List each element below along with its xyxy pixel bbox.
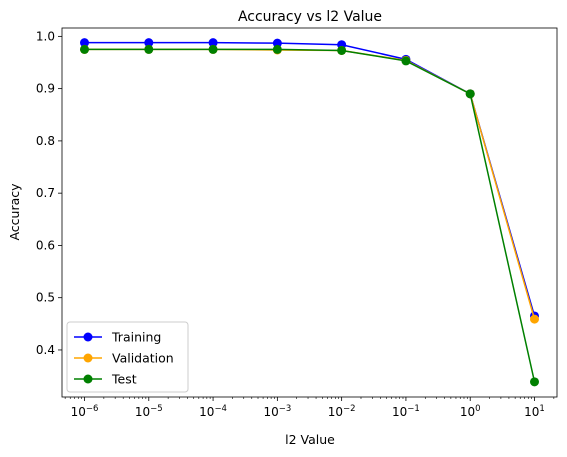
x-tick-label: 10−5 xyxy=(135,404,163,419)
y-tick-label: 0.6 xyxy=(36,238,55,252)
x-tick-exponent: −5 xyxy=(150,404,163,414)
y-tick-label: 0.5 xyxy=(36,291,55,305)
x-tick-base: 10 xyxy=(460,405,475,419)
series-line xyxy=(84,48,536,383)
x-tick-base: 10 xyxy=(524,405,539,419)
x-tick-label: 10−4 xyxy=(199,404,227,419)
y-tick-label: 0.8 xyxy=(36,134,55,148)
legend-item-training: Training xyxy=(74,330,161,345)
data-point xyxy=(401,56,411,66)
data-point xyxy=(530,314,539,324)
legend-box xyxy=(66,321,189,393)
data-point xyxy=(208,44,218,54)
x-axis-ticks: 10−6 10−5 10−4 10−3 10−2 10−1 100 101 xyxy=(64,397,555,419)
x-tick-base: 10 xyxy=(199,405,214,419)
x-tick-label: 10−1 xyxy=(392,404,420,419)
data-point xyxy=(272,38,282,48)
series-layer xyxy=(80,38,539,387)
x-tick-base: 10 xyxy=(392,405,407,419)
legend-label: Validation xyxy=(112,351,174,366)
data-point xyxy=(144,38,154,48)
x-tick-base: 10 xyxy=(71,405,86,419)
data-point xyxy=(80,44,89,54)
x-tick-label: 10−3 xyxy=(263,404,291,419)
legend-marker xyxy=(83,374,93,384)
y-axis-label: Accuracy xyxy=(7,183,22,241)
data-point xyxy=(337,45,347,55)
x-tick-exponent: 0 xyxy=(475,404,480,414)
legend-label: Test xyxy=(111,372,137,387)
data-point xyxy=(80,38,89,48)
x-tick-exponent: −6 xyxy=(86,404,99,414)
data-point xyxy=(144,44,154,54)
legend: Training Validation Test xyxy=(66,321,189,393)
x-tick-base: 10 xyxy=(135,405,150,419)
y-tick-label: 0.7 xyxy=(36,186,55,200)
y-tick-label: 1.0 xyxy=(36,29,55,43)
x-tick-exponent: −1 xyxy=(407,404,420,414)
chart-title: Accuracy vs l2 Value xyxy=(238,9,382,25)
x-tick-exponent: 1 xyxy=(539,404,544,414)
x-tick-label: 10−2 xyxy=(328,404,356,419)
series-test xyxy=(80,44,539,387)
x-tick-exponent: −4 xyxy=(214,404,227,414)
x-tick-base: 10 xyxy=(263,405,278,419)
data-point xyxy=(465,89,475,99)
x-tick-label: 10−6 xyxy=(71,404,99,419)
legend-item-validation: Validation xyxy=(74,351,174,366)
x-axis-label: l2 Value xyxy=(285,432,335,447)
y-tick-label: 0.4 xyxy=(36,343,55,357)
x-tick-label: 101 xyxy=(524,404,545,419)
x-tick-exponent: −2 xyxy=(343,404,356,414)
legend-label: Training xyxy=(111,330,161,345)
legend-marker xyxy=(83,353,93,363)
data-point xyxy=(208,38,218,48)
x-tick-label: 100 xyxy=(460,404,481,419)
legend-marker xyxy=(83,332,93,342)
x-tick-exponent: −3 xyxy=(279,404,292,414)
y-axis-ticks: 0.4 0.5 0.6 0.7 0.8 0.9 1.0 xyxy=(36,29,62,357)
legend-item-test: Test xyxy=(74,372,137,387)
y-tick-label: 0.9 xyxy=(36,82,55,96)
x-tick-base: 10 xyxy=(328,405,343,419)
data-point xyxy=(272,44,282,54)
data-point xyxy=(530,377,539,387)
